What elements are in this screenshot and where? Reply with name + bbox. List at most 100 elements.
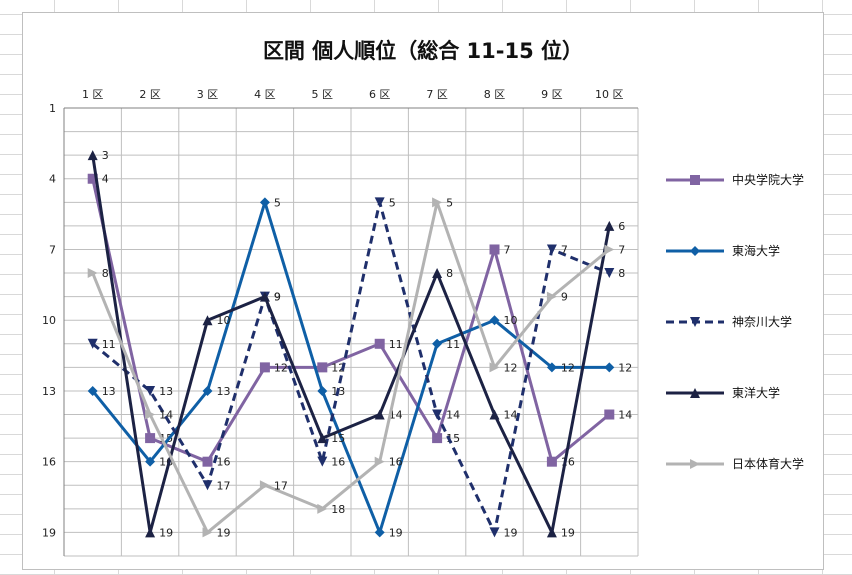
point-marker (690, 388, 700, 398)
x-tick-label: 3 区 (197, 88, 219, 101)
legend-item: 中央学院大学 (666, 172, 804, 187)
point-marker (690, 246, 700, 256)
data-label: 16 (217, 456, 231, 469)
point-marker (145, 456, 156, 467)
point-marker (202, 527, 213, 538)
data-label: 3 (102, 149, 109, 162)
series: 8 14 19 17 18 16 5 12 9 7 (87, 196, 625, 539)
x-tick-label: 7 区 (426, 88, 448, 101)
chart-frame[interactable] (22, 12, 824, 570)
x-tick-label: 8 区 (484, 88, 506, 101)
data-label: 7 (561, 243, 568, 256)
point-marker (489, 527, 500, 538)
legend-label: 中央学院大学 (732, 172, 804, 187)
point-marker (432, 338, 443, 349)
point-marker (145, 385, 156, 396)
point-marker (604, 268, 615, 279)
y-tick-label: 16 (42, 456, 56, 469)
point-marker (489, 315, 500, 326)
point-marker (374, 197, 385, 208)
data-label: 14 (618, 409, 632, 422)
data-label: 11 (102, 338, 116, 351)
series-line (91, 178, 611, 464)
data-label: 7 (504, 243, 511, 256)
point-marker (317, 385, 328, 396)
y-tick-label: 10 (42, 314, 56, 327)
data-label: 12 (331, 361, 345, 374)
point-marker (690, 175, 700, 185)
point-marker (145, 409, 156, 420)
data-label: 17 (274, 479, 288, 492)
data-label: 19 (561, 526, 575, 539)
data-label: 19 (504, 526, 518, 539)
y-tick-label: 19 (42, 526, 56, 539)
data-label: 16 (389, 456, 403, 469)
point-marker (546, 244, 557, 255)
data-label: 19 (159, 526, 173, 539)
series-line (91, 154, 611, 534)
point-marker (604, 362, 615, 373)
point-marker (259, 197, 270, 208)
point-marker (202, 385, 213, 396)
x-tick-label: 10 区 (595, 88, 624, 101)
x-tick-label: 2 区 (139, 88, 161, 101)
data-label: 8 (102, 267, 109, 280)
series-line (91, 200, 610, 534)
point-marker (202, 456, 213, 467)
point-marker (202, 315, 213, 326)
data-label: 19 (389, 526, 403, 539)
point-marker (489, 362, 500, 373)
point-marker (317, 503, 328, 514)
data-label: 12 (561, 361, 575, 374)
point-marker (546, 456, 557, 467)
data-label: 12 (618, 361, 632, 374)
data-label: 5 (389, 196, 396, 209)
data-label: 9 (274, 291, 281, 304)
data-label: 9 (274, 291, 281, 304)
point-marker (546, 527, 557, 538)
data-label: 13 (159, 385, 173, 398)
data-label: 12 (274, 361, 288, 374)
series: 11 13 17 9 16 5 14 19 7 8 (87, 196, 625, 539)
point-marker (374, 338, 385, 349)
legend-label: 東海大学 (732, 243, 780, 258)
data-label: 5 (446, 196, 453, 209)
data-label: 15 (331, 432, 345, 445)
series: 3 19 10 9 15 14 8 14 19 6 (87, 149, 625, 539)
data-label: 7 (618, 243, 625, 256)
point-marker (259, 291, 270, 302)
legend-item: 東洋大学 (666, 385, 780, 400)
data-label: 10 (217, 314, 231, 327)
legend-item: 日本体育大学 (666, 456, 804, 471)
point-marker (604, 409, 615, 420)
point-marker (604, 244, 615, 255)
legend-item: 東海大学 (666, 243, 780, 258)
point-marker (87, 268, 98, 279)
point-marker (546, 362, 557, 373)
y-tick-label: 7 (49, 243, 56, 256)
point-marker (604, 220, 615, 231)
data-label: 8 (618, 267, 625, 280)
point-marker (374, 409, 385, 420)
legend-label: 日本体育大学 (732, 456, 804, 471)
point-marker (87, 385, 98, 396)
data-label: 11 (389, 338, 403, 351)
point-marker (432, 433, 443, 444)
point-marker (87, 150, 98, 161)
data-label: 13 (102, 385, 116, 398)
y-tick-label: 4 (49, 173, 56, 186)
point-marker (317, 433, 328, 444)
data-label: 5 (274, 196, 281, 209)
point-marker (489, 244, 500, 255)
chart-title: 区間 個人順位（総合 11-15 位） (263, 39, 583, 63)
point-marker (432, 268, 443, 279)
data-label: 8 (446, 267, 453, 280)
x-tick-label: 9 区 (541, 88, 563, 101)
point-marker (317, 362, 328, 373)
point-marker (145, 527, 156, 538)
point-marker (259, 480, 270, 491)
